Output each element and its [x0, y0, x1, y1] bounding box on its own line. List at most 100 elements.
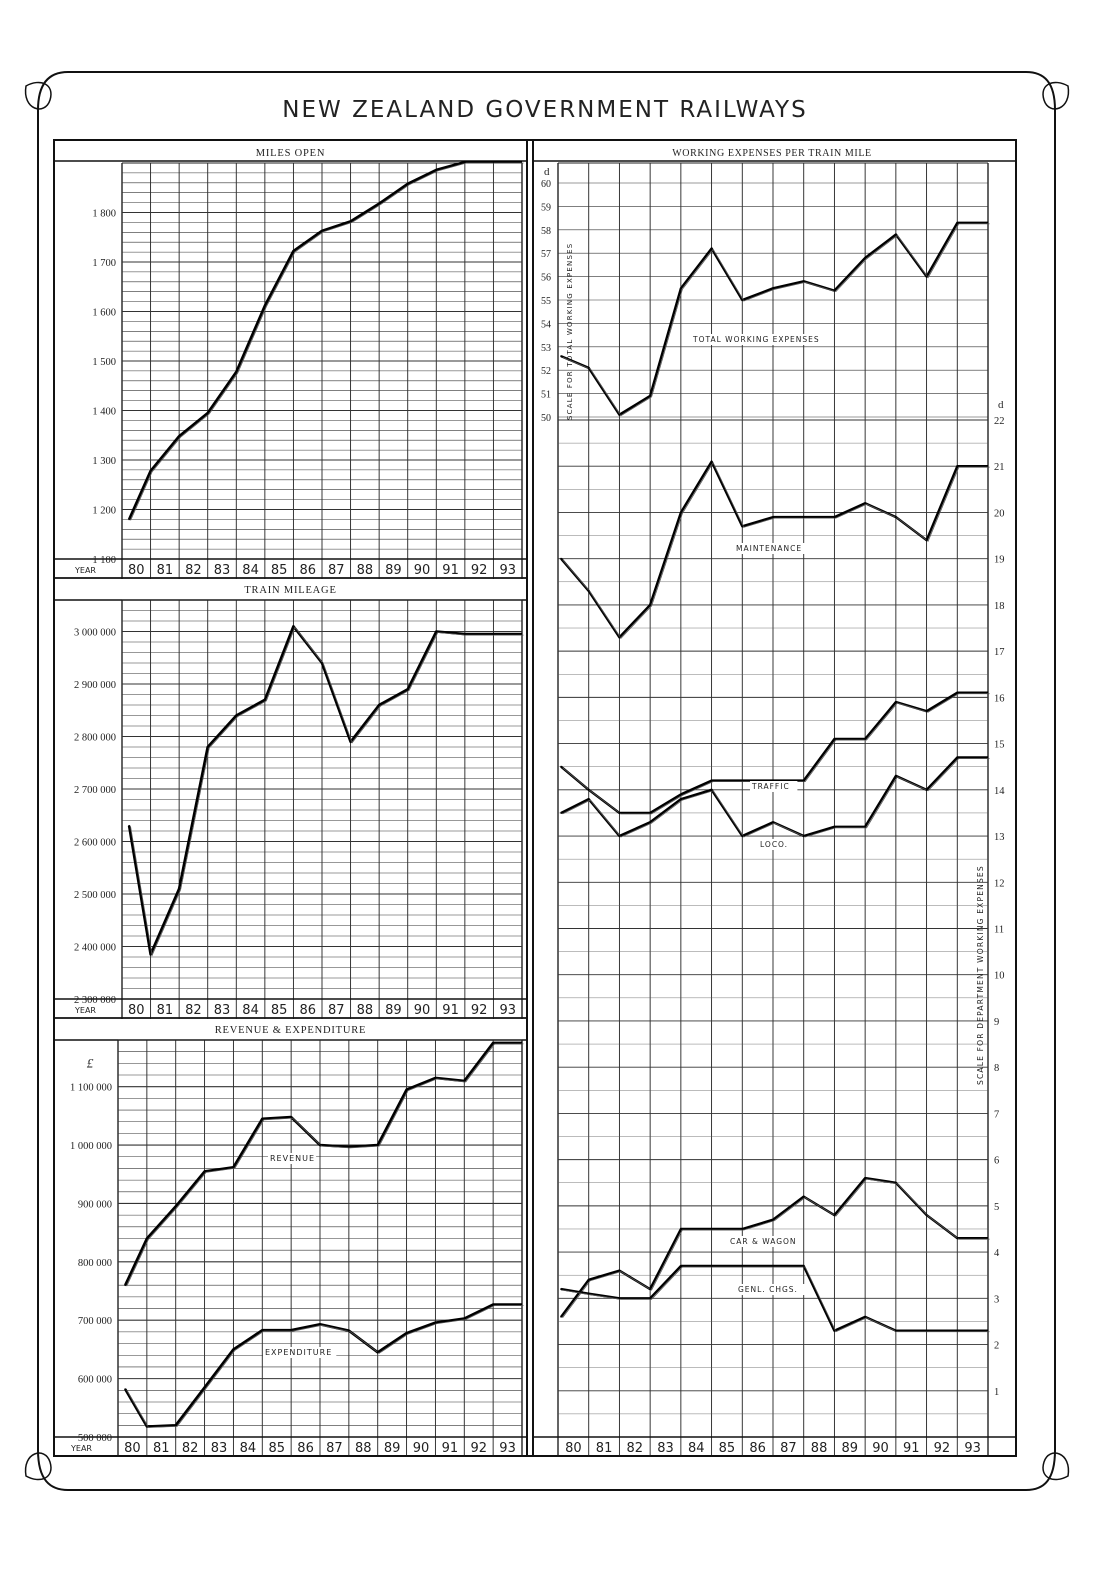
data-point: [894, 233, 897, 236]
data-point: [894, 775, 897, 777]
total-tick-label: 51: [541, 390, 551, 401]
data-point: [772, 1265, 774, 1267]
y-tick-label: 2 700 000: [74, 785, 116, 796]
data-point: [128, 518, 131, 521]
dept-tick-label: 8: [994, 1063, 999, 1074]
data-point: [864, 256, 867, 259]
dept-tick-label: 7: [994, 1109, 999, 1120]
total-tick-label: 58: [541, 226, 551, 237]
series-line: [560, 221, 988, 416]
x-tick-label: 84: [242, 1003, 259, 1018]
x-tick-label: 83: [657, 1441, 674, 1456]
data-point: [618, 1269, 621, 1272]
data-point: [376, 1144, 379, 1146]
series-label-bg: [728, 1236, 801, 1247]
x-tick-label: 91: [442, 1441, 459, 1456]
data-point: [463, 161, 466, 163]
x-tick-label: 89: [385, 563, 402, 578]
y-tick-label: 2 400 000: [74, 943, 116, 954]
revenue-expenditure-chart: REVENUE & EXPENDITURE YEAR 80 81 82 83 84 85 86 8…: [54, 1025, 527, 1457]
series-label-bg: [736, 1284, 809, 1295]
y-tick-label: 1 700: [92, 258, 116, 269]
data-point: [434, 1321, 437, 1324]
data-point: [292, 250, 295, 253]
series-line-shadow: [562, 1266, 990, 1333]
dept-tick-label: 11: [994, 925, 1004, 936]
data-point: [178, 435, 181, 438]
data-point: [710, 1228, 713, 1230]
x-tick-label: 82: [185, 1003, 202, 1018]
data-point: [434, 1077, 437, 1079]
x-tick-label: 89: [842, 1441, 859, 1456]
data-point: [679, 511, 682, 514]
data-point: [290, 1116, 293, 1118]
data-point: [321, 662, 323, 664]
series-line: [124, 1041, 522, 1286]
x-tick-label: 85: [271, 563, 288, 578]
x-tick-label: 88: [357, 563, 374, 578]
chart-title: REVENUE & EXPENDITURE: [215, 1025, 367, 1036]
data-point: [833, 289, 836, 292]
dept-tick-label: 17: [994, 647, 1005, 658]
data-point: [802, 835, 805, 837]
data-point: [347, 1329, 350, 1332]
dept-tick-label: 6: [994, 1156, 999, 1167]
x-tick-label: 82: [182, 1441, 199, 1456]
data-point: [206, 412, 209, 414]
x-tick-label: 90: [872, 1441, 889, 1456]
x-tick-label: 84: [688, 1441, 705, 1456]
data-point: [206, 746, 209, 748]
data-point: [956, 756, 959, 759]
data-point: [463, 1079, 466, 1082]
total-tick-label: 60: [541, 179, 551, 190]
series-label-bg: [268, 1153, 317, 1164]
data-point: [772, 287, 774, 290]
frame-corner-ornament-1: [1042, 81, 1070, 110]
decorative-frame: [24, 71, 1070, 1491]
series-label: TRAFFIC: [751, 782, 790, 791]
x-tick-label: 83: [211, 1441, 228, 1456]
x-tick-label: 87: [328, 1003, 345, 1018]
unit-label: £: [87, 1055, 94, 1070]
frame-corner-ornament-0: [24, 81, 52, 110]
data-point: [587, 788, 590, 791]
y-tick-label: 2 600 000: [74, 838, 116, 849]
series-label-bg: [750, 781, 798, 792]
data-point: [587, 366, 590, 369]
series-line-shadow: [562, 1178, 990, 1319]
y-tick-label: 600 000: [78, 1375, 112, 1386]
data-point: [263, 698, 266, 701]
y-tick-label: 1 500: [92, 357, 116, 368]
series-line-shadow: [126, 1305, 524, 1428]
dept-tick-label: 21: [994, 462, 1005, 473]
x-tick-label: 88: [355, 1441, 372, 1456]
x-tick-label: 93: [499, 1003, 516, 1018]
x-tick-label: 92: [934, 1441, 951, 1456]
data-point: [864, 1315, 867, 1318]
series-line-shadow: [562, 223, 990, 417]
series-label: LOCO.: [760, 840, 788, 849]
series-label: EXPENDITURE: [265, 1348, 332, 1357]
x-tick-label: 89: [385, 1003, 402, 1018]
series-line-shadow: [562, 693, 990, 815]
data-point: [894, 516, 897, 518]
series-label: REVENUE: [270, 1154, 315, 1163]
data-point: [174, 1424, 177, 1427]
y-tick-label: 2 300 000: [74, 995, 116, 1006]
x-tick-label: 85: [271, 1003, 288, 1018]
x-tick-label: 92: [471, 563, 488, 578]
x-tick-label: 91: [442, 1003, 459, 1018]
x-tick-label: 81: [153, 1441, 170, 1456]
year-label: YEAR: [74, 1006, 96, 1015]
data-point: [587, 1292, 590, 1295]
data-point: [560, 355, 562, 358]
series-line-shadow: [562, 461, 990, 639]
dept-tick-label: 1: [994, 1387, 999, 1398]
series-label-bg: [263, 1347, 337, 1358]
y-tick-label: 1 800: [92, 209, 116, 220]
data-point: [319, 1323, 321, 1326]
data-point: [492, 1042, 495, 1044]
y-tick-label: 1 600: [92, 308, 116, 319]
